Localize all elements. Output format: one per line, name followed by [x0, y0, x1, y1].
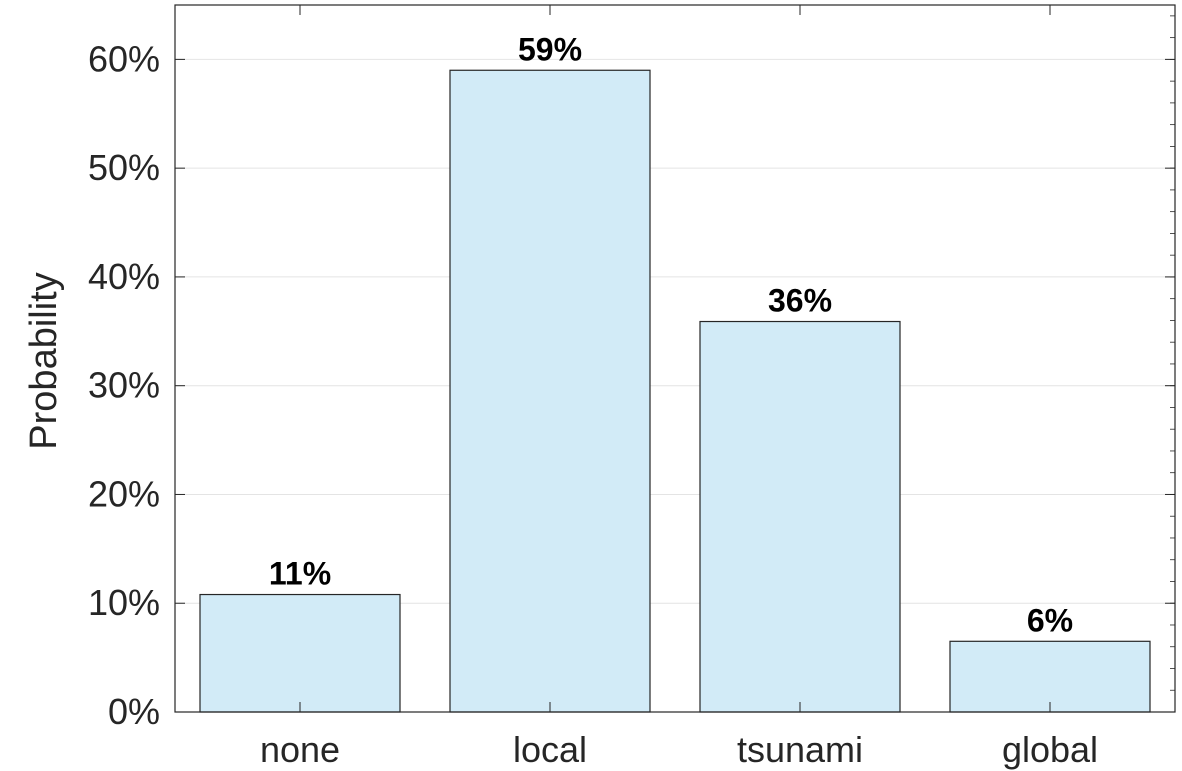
bar-global — [949, 640, 1151, 713]
grid-lines — [175, 58, 1175, 604]
y-axis-ticks: 0% 10% 20% 30% 40% 50% 60% — [88, 15, 1175, 732]
data-label-global: 6% — [1027, 602, 1073, 638]
axes-frame — [174, 4, 1176, 713]
y-tick-label: 20% — [88, 473, 160, 514]
bars — [199, 69, 1151, 713]
data-label-none: 11% — [269, 556, 331, 592]
y-tick-label: 60% — [88, 38, 160, 79]
x-axis-ticks: none local tsunami global — [260, 5, 1098, 770]
bar-none — [199, 593, 401, 713]
y-tick-label: 50% — [88, 147, 160, 188]
y-axis-label: Probability — [23, 272, 65, 449]
y-tick-label: 0% — [108, 691, 160, 732]
bar-tsunami — [699, 320, 901, 713]
x-tick-label-global: global — [1002, 729, 1098, 770]
x-tick-label-tsunami: tsunami — [737, 729, 863, 770]
x-tick-label-none: none — [260, 729, 340, 770]
y-tick-label: 10% — [88, 582, 160, 623]
data-labels: 11% 59% 36% 6% — [269, 31, 1073, 638]
y-tick-label: 40% — [88, 256, 160, 297]
y-tick-label: 30% — [88, 365, 160, 406]
bar-local — [449, 69, 651, 713]
plot-frame — [174, 4, 1176, 713]
data-label-tsunami: 36% — [768, 283, 832, 319]
x-tick-label-local: local — [513, 729, 587, 770]
data-label-local: 59% — [518, 31, 582, 67]
